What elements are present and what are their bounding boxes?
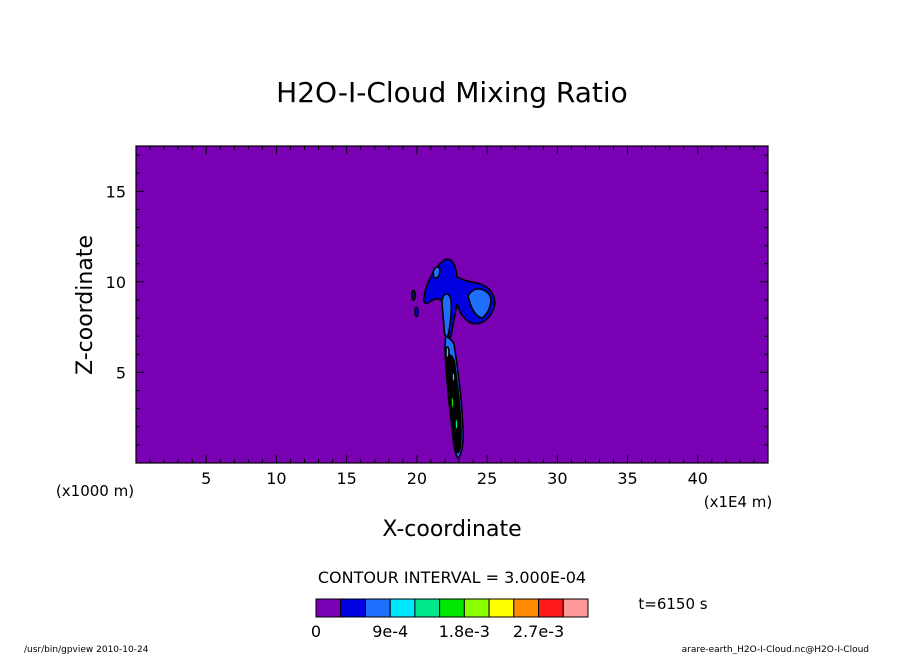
colorbar-swatch: [315, 598, 342, 618]
y-tick-label: 5: [116, 363, 126, 382]
colorbar-swatch: [562, 598, 589, 618]
x-tick-label: 30: [547, 469, 567, 488]
colorbar-swatch: [488, 598, 515, 618]
y-tick-label: 10: [106, 273, 126, 292]
contour-anvil-level2: [441, 293, 453, 338]
time-label: t=6150 s: [638, 595, 707, 613]
colorbar-swatch: [513, 598, 540, 618]
colorbar: [315, 598, 589, 618]
colorbar-swatch: [538, 598, 564, 618]
y-tick-label: 15: [106, 182, 126, 201]
footer-right: arare-earth_H2O-I-Cloud.nc@H2O-I-Cloud: [682, 645, 869, 654]
y-axis-label: Z-coordinate: [73, 235, 98, 375]
colorbar-swatch: [364, 598, 391, 618]
contour-fragment: [414, 306, 419, 318]
axis-ticks: 5 10 15 20 25 30 35 40 5 10 15: [106, 146, 768, 488]
contour-column-pocket: [450, 395, 455, 409]
x-tick-label: 35: [617, 469, 637, 488]
colorbar-swatch: [439, 598, 465, 618]
x-tick-label: 25: [477, 469, 497, 488]
contour-fills: [411, 258, 496, 459]
colorbar-swatch: [340, 598, 366, 618]
colorbar-tick-label: 2.7e-3: [513, 622, 564, 641]
contour-column-pocket: [451, 371, 456, 383]
chart-title: H2O-I-Cloud Mixing Ratio: [276, 76, 628, 109]
colorbar-swatch: [463, 598, 490, 618]
colorbar-tick-label: 0: [311, 622, 321, 641]
contour-interval-label: CONTOUR INTERVAL = 3.000E-04: [318, 568, 586, 587]
contour-column-pocket: [445, 346, 450, 359]
contour-anvil-level2: [432, 266, 441, 279]
colorbar-tick-label: 1.8e-3: [439, 622, 490, 641]
x-tick-label: 5: [201, 469, 211, 488]
colorbar-swatch: [389, 598, 416, 618]
contour-column-pocket: [454, 417, 459, 431]
y-unit-label: (x1000 m): [56, 482, 134, 500]
x-tick-label: 20: [407, 469, 427, 488]
x-tick-label: 15: [336, 469, 356, 488]
colorbar-labels: 0 9e-4 1.8e-3 2.7e-3: [311, 622, 564, 641]
contour-fragment: [411, 289, 416, 301]
footer-left: /usr/bin/gpview 2010-10-24: [24, 645, 149, 654]
colorbar-tick-label: 9e-4: [372, 622, 408, 641]
x-tick-label: 10: [266, 469, 286, 488]
x-axis-label: X-coordinate: [382, 517, 521, 542]
x-tick-label: 40: [688, 469, 708, 488]
contour-anvil-level1: [422, 258, 496, 339]
colorbar-swatch: [414, 598, 441, 618]
contour-anvil-level2: [467, 288, 492, 319]
plot-frame: [135, 145, 769, 464]
x-unit-label: (x1E4 m): [704, 493, 773, 511]
